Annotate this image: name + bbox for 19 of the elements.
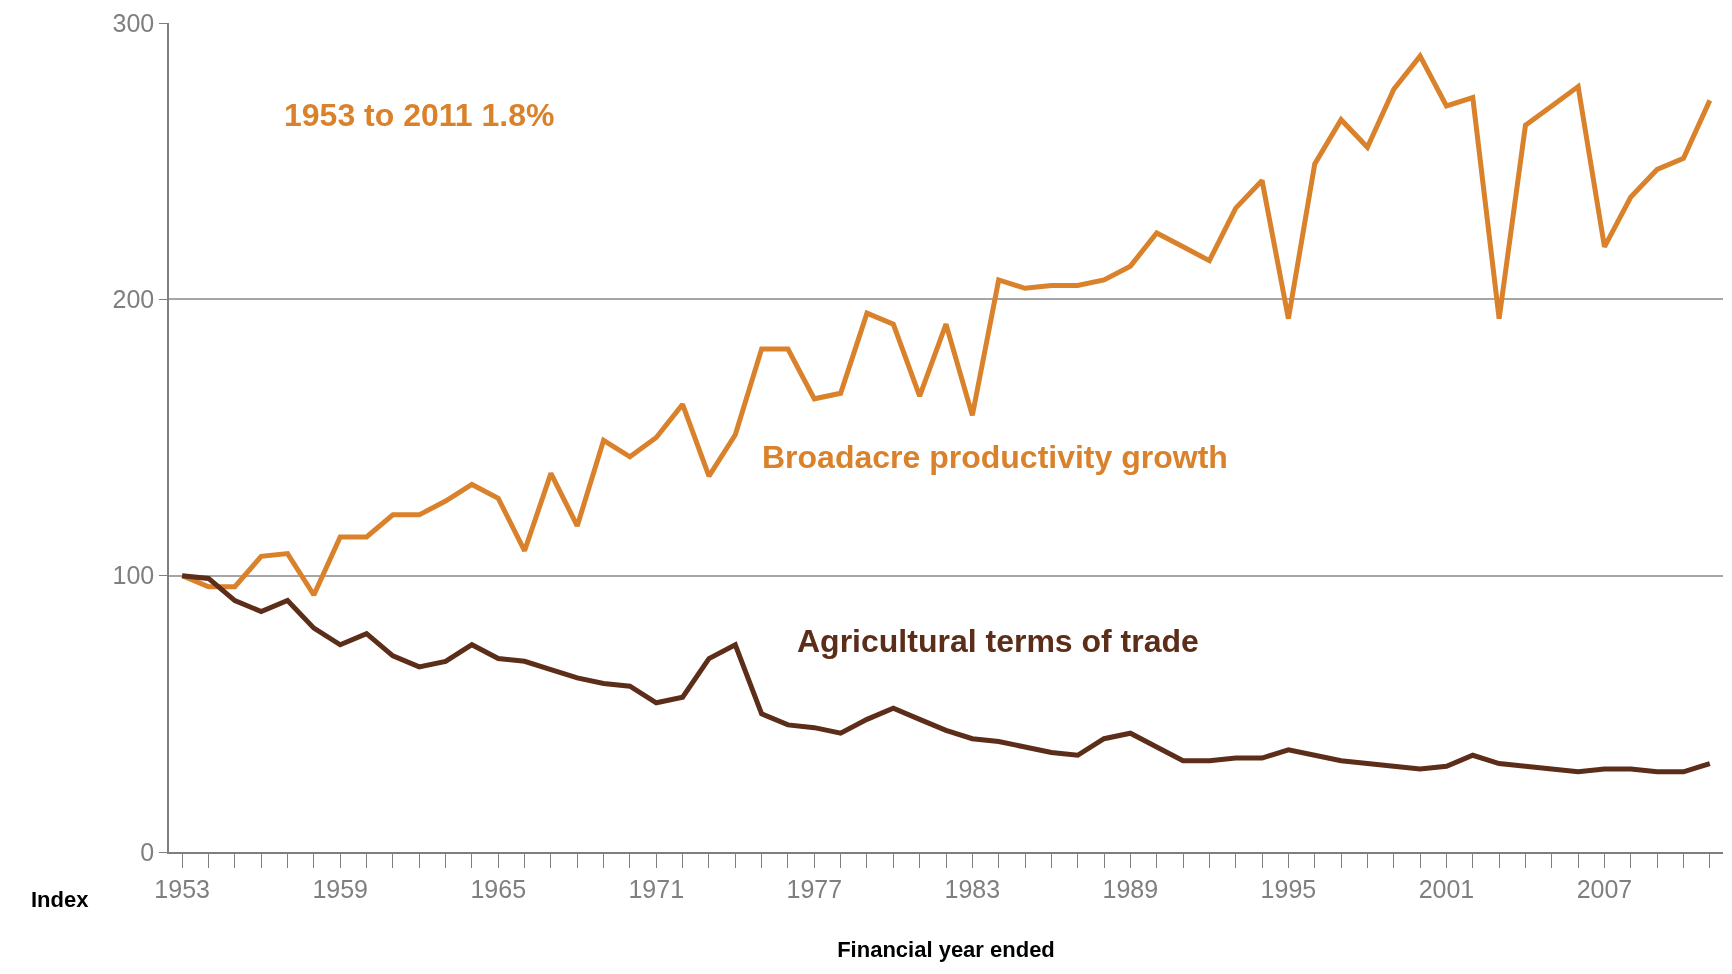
x-tick-label: 1983: [944, 874, 1001, 903]
x-tick-label: 1965: [470, 874, 527, 903]
annotation: 1953 to 2011 1.8%: [284, 97, 555, 133]
series-label: Agricultural terms of trade: [797, 623, 1199, 659]
y-tick-label: 100: [112, 561, 155, 590]
x-tick-label: 1959: [312, 874, 369, 903]
x-tick-label: 1977: [786, 874, 843, 903]
x-tick-label: 1989: [1102, 874, 1159, 903]
x-tick-label: 1953: [154, 874, 210, 903]
y-tick-label: 200: [112, 285, 155, 314]
x-tick-label: 2007: [1576, 874, 1633, 903]
y-axis-title: Index: [31, 887, 90, 912]
series-label: Broadacre productivity growth: [762, 439, 1228, 475]
x-tick-label: 2001: [1418, 874, 1475, 903]
x-tick-label: 1995: [1260, 874, 1317, 903]
y-tick-label: 0: [140, 837, 155, 866]
x-tick-label: 1971: [628, 874, 685, 903]
y-tick-label: 300: [112, 8, 155, 37]
x-axis-title: Financial year ended: [837, 937, 1055, 963]
